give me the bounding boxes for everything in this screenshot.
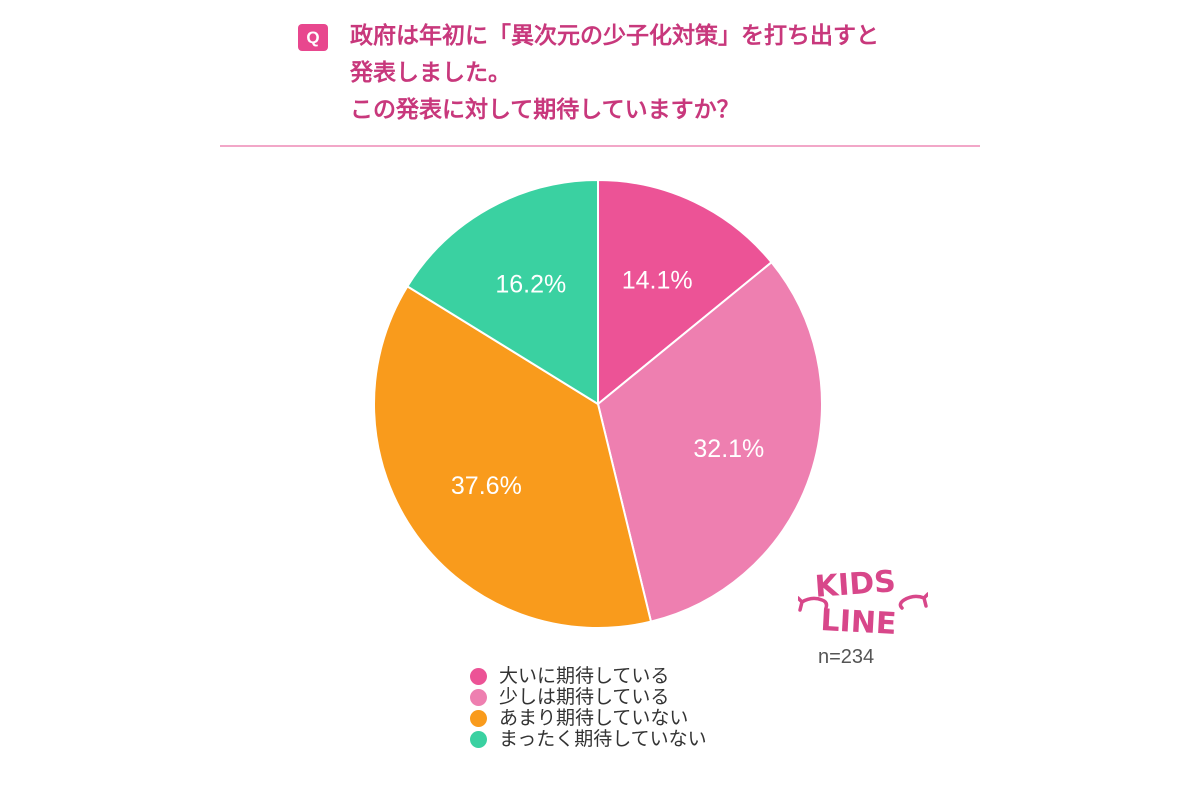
legend-item: 少しは期待している <box>470 687 707 708</box>
pie-slice-label: 37.6% <box>451 472 522 500</box>
pie-slice <box>597 178 773 407</box>
legend-label: 大いに期待している <box>499 665 670 687</box>
pie-slice <box>406 178 599 406</box>
kidsline-logo: KIDS LINE <box>798 564 928 640</box>
legend: 大いに期待している 少しは期待している あまり期待していない まったく期待してい… <box>470 666 707 750</box>
legend-label: まったく期待していない <box>499 728 707 750</box>
legend-item: あまり期待していない <box>470 708 707 729</box>
logo-text-kids: KIDS <box>814 564 897 605</box>
pie-slice-label: 14.1% <box>622 266 693 294</box>
pie-slice <box>596 260 823 623</box>
divider-line <box>220 145 980 147</box>
legend-item: 大いに期待している <box>470 666 707 687</box>
legend-label: 少しは期待している <box>499 686 670 708</box>
question-text: 政府は年初に「異次元の少子化対策」を打ち出すと 発表しました。 この発表に対して… <box>350 18 879 129</box>
sample-size-label: n=234 <box>818 646 875 668</box>
legend-dot-icon <box>470 668 487 685</box>
question-line: 発表しました。 <box>350 60 511 86</box>
question-line: この発表に対して期待していますか？ <box>350 97 740 123</box>
pie-slice-label: 32.1% <box>693 435 764 463</box>
question-line: 政府は年初に「異次元の少子化対策」を打ち出すと <box>350 23 879 49</box>
legend-label: あまり期待していない <box>499 707 689 729</box>
pie-slice <box>373 284 653 629</box>
legend-item: まったく期待していない <box>470 729 707 750</box>
legend-dot-icon <box>470 731 487 748</box>
logo-left-arm-icon <box>798 596 829 612</box>
legend-dot-icon <box>470 689 487 706</box>
logo-text-line: LINE <box>820 603 898 640</box>
question-badge: Q <box>298 24 328 51</box>
logo-right-arm-icon <box>898 592 928 610</box>
legend-dot-icon <box>470 710 487 727</box>
pie-slice-label: 16.2% <box>495 270 566 298</box>
